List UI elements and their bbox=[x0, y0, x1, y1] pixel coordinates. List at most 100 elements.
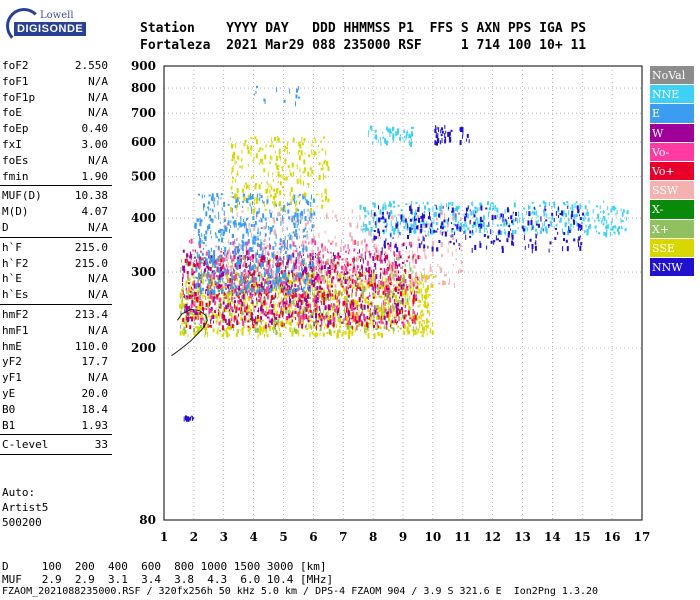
echo-point-ssw bbox=[359, 214, 361, 220]
echo-point-e bbox=[196, 218, 199, 222]
echo-point-e bbox=[265, 226, 267, 229]
echo-point-vo bbox=[345, 266, 348, 272]
echo-point-ssw bbox=[397, 213, 400, 216]
echo-point-w bbox=[224, 292, 226, 295]
echo-point-e bbox=[207, 272, 209, 278]
echo-point-sse bbox=[230, 172, 232, 175]
param-name: h`Es bbox=[2, 288, 29, 302]
echo-point-e bbox=[194, 222, 197, 226]
echo-point-sse bbox=[223, 333, 224, 338]
echo-point-nnw bbox=[420, 224, 423, 228]
echo-point-vo bbox=[260, 318, 262, 323]
echo-point-e bbox=[281, 286, 283, 290]
echo-point-vo bbox=[295, 249, 298, 252]
echo-point-e bbox=[201, 257, 203, 261]
echo-point-sse bbox=[312, 140, 314, 144]
echo-point-vo bbox=[347, 300, 349, 302]
echo-point-ssw bbox=[281, 262, 283, 267]
echo-point-x bbox=[326, 258, 329, 264]
echo-point-ssw bbox=[448, 241, 450, 246]
echo-point-w bbox=[305, 300, 308, 303]
echo-point-nnw bbox=[455, 239, 457, 243]
echo-point-vo bbox=[193, 271, 196, 274]
echo-point-sse bbox=[420, 331, 422, 334]
echo-point-w bbox=[291, 270, 294, 274]
echo-point-sse bbox=[382, 311, 384, 314]
echo-point-sse bbox=[403, 324, 406, 330]
echo-point-sse bbox=[199, 327, 201, 332]
echo-point-sse bbox=[432, 301, 434, 304]
echo-point-sse bbox=[245, 317, 247, 322]
echo-point-x bbox=[304, 308, 306, 313]
echo-point-vo bbox=[253, 281, 256, 284]
echo-point-sse bbox=[283, 294, 286, 300]
echo-point-sse bbox=[325, 175, 327, 179]
echo-point-nne bbox=[463, 225, 465, 230]
echo-point-x bbox=[260, 265, 262, 268]
echo-point-sse bbox=[340, 283, 343, 287]
x-tick-label: 14 bbox=[544, 530, 561, 544]
echo-point-e bbox=[252, 216, 255, 220]
echo-point-sse bbox=[311, 287, 313, 292]
echo-point-vo bbox=[346, 307, 347, 313]
echo-point-e bbox=[253, 241, 256, 245]
echo-point-sse bbox=[317, 332, 318, 337]
echo-point-sse bbox=[420, 323, 423, 327]
x-tick-label: 13 bbox=[514, 530, 531, 544]
echo-point-nnw bbox=[415, 212, 417, 215]
echo-point-sse bbox=[341, 272, 343, 276]
echo-point-ssw bbox=[302, 252, 305, 255]
echo-point-nne bbox=[600, 210, 602, 213]
echo-point-e bbox=[254, 264, 256, 268]
echo-point-sse bbox=[365, 285, 367, 291]
echo-point-x bbox=[283, 283, 285, 286]
echo-point-w bbox=[378, 321, 380, 324]
echo-point-nne bbox=[435, 222, 438, 226]
echo-point-nnw bbox=[567, 205, 569, 209]
echo-point-x bbox=[198, 323, 200, 325]
echo-point-ssw bbox=[365, 279, 368, 283]
echo-point-vo bbox=[186, 271, 189, 274]
echo-point-nnw bbox=[441, 226, 444, 230]
echo-point-w bbox=[306, 304, 308, 307]
echo-point-sse bbox=[198, 279, 200, 285]
echo-point-w bbox=[357, 283, 359, 289]
echo-point-sse bbox=[270, 137, 272, 142]
echo-point-sse bbox=[286, 149, 288, 154]
echo-point-vo bbox=[345, 286, 348, 290]
echo-point-nnw bbox=[507, 207, 509, 213]
echo-point-e bbox=[294, 287, 296, 293]
echo-point-w bbox=[206, 289, 208, 291]
echo-point-x bbox=[304, 283, 306, 287]
echo-point-w bbox=[285, 281, 288, 286]
echo-point-ssw bbox=[226, 265, 229, 269]
echo-point-e bbox=[273, 283, 275, 289]
echo-point-sse bbox=[262, 331, 264, 335]
echo-point-vo bbox=[331, 278, 333, 284]
echo-point-sse bbox=[258, 319, 261, 323]
echo-point-vo bbox=[384, 301, 386, 306]
echo-point-nnw bbox=[441, 231, 443, 236]
echo-point-ssw bbox=[396, 255, 398, 261]
echo-point-nne bbox=[587, 217, 590, 222]
echo-point-vo bbox=[197, 316, 199, 320]
echo-point-nnw bbox=[383, 245, 386, 249]
echo-point-w bbox=[195, 311, 198, 316]
echo-point-vo bbox=[311, 238, 314, 242]
echo-point-sse bbox=[367, 328, 369, 332]
echo-point-sse bbox=[352, 327, 354, 332]
echo-point-sse bbox=[404, 325, 406, 330]
echo-point-sse bbox=[299, 199, 301, 203]
echo-point-sse bbox=[272, 327, 274, 330]
echo-point-e bbox=[239, 222, 242, 227]
x-tick-label: 6 bbox=[309, 530, 317, 544]
echo-point-sse bbox=[426, 326, 428, 332]
echo-point-vo bbox=[193, 280, 196, 284]
echo-point-e bbox=[287, 262, 289, 265]
param-row-mufd: MUF(D) 10.38 bbox=[0, 188, 112, 204]
echo-point-vo bbox=[417, 312, 418, 316]
param-value: 10.38 bbox=[74, 189, 108, 203]
echo-point-e bbox=[242, 241, 245, 247]
echo-point-e bbox=[261, 253, 264, 256]
echo-point-w bbox=[194, 316, 197, 320]
